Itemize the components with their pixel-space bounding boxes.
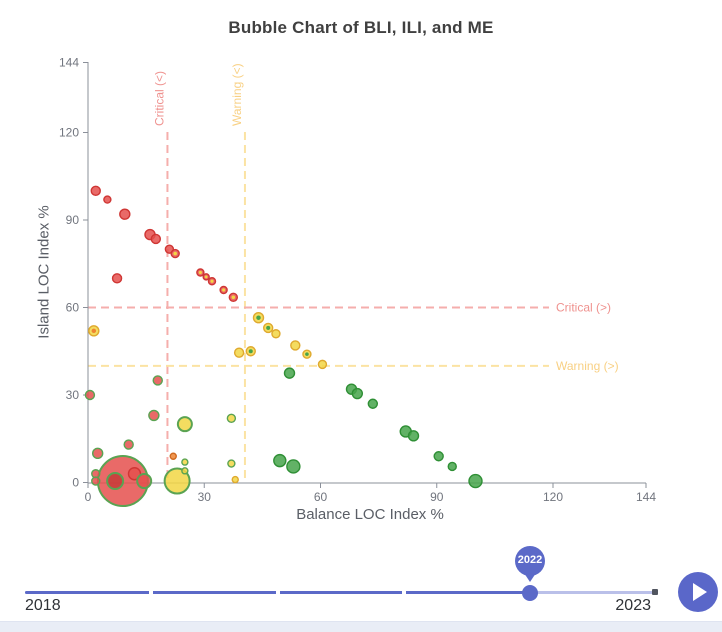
tick-label: 144 bbox=[59, 56, 79, 70]
timeline-end-label: 2023 bbox=[615, 597, 651, 614]
threshold-lines-layer: Critical (<) Warning (<) Critical (>) Warni… bbox=[88, 63, 619, 483]
bubble[interactable] bbox=[233, 347, 245, 358]
bubble[interactable] bbox=[283, 367, 296, 379]
timeline-end-marker bbox=[652, 589, 658, 595]
tick-label: 30 bbox=[66, 388, 80, 402]
bubble-center-dot bbox=[91, 328, 97, 334]
bubble[interactable] bbox=[111, 273, 123, 284]
axes-layer: 0 30 60 90 120 144 0 30 60 90 120 144 bbox=[59, 56, 656, 505]
threshold-label: Warning (<) bbox=[230, 63, 244, 126]
bubble[interactable] bbox=[123, 439, 134, 450]
tick-label: 60 bbox=[314, 490, 328, 504]
bubbles-layer bbox=[84, 185, 483, 508]
timeline-start-label: 2018 bbox=[25, 597, 61, 614]
bubble[interactable] bbox=[163, 467, 191, 495]
bubble-center-dot bbox=[231, 295, 236, 300]
bubble[interactable] bbox=[90, 185, 101, 197]
bubble[interactable] bbox=[468, 473, 483, 489]
bubble[interactable] bbox=[148, 409, 160, 422]
bubble-center-dot bbox=[266, 325, 271, 330]
timeline-year-pin[interactable]: 2022 bbox=[515, 546, 545, 576]
bubble[interactable] bbox=[227, 459, 236, 468]
timeline-segment-divider bbox=[402, 589, 406, 596]
timeline-segment-divider bbox=[276, 589, 280, 596]
bubble[interactable] bbox=[273, 453, 287, 468]
bubble-center-dot bbox=[204, 275, 208, 279]
x-axis-title: Balance LOC Index % bbox=[296, 506, 444, 523]
tick-label: 120 bbox=[59, 126, 79, 140]
bubble-center-dot bbox=[210, 279, 214, 283]
chart-title: Bubble Chart of BLI, ILI, and ME bbox=[228, 18, 494, 37]
bubble[interactable] bbox=[106, 472, 125, 491]
bubble[interactable] bbox=[91, 447, 104, 460]
timeline-segment-divider bbox=[149, 589, 153, 596]
bubble[interactable] bbox=[231, 475, 239, 484]
bubble[interactable] bbox=[367, 398, 379, 409]
bubble[interactable] bbox=[181, 467, 189, 475]
bubble[interactable] bbox=[226, 413, 237, 424]
tick-label: 144 bbox=[636, 490, 656, 504]
threshold-label: Critical (<) bbox=[152, 71, 166, 126]
bubble-center-dot bbox=[256, 315, 261, 320]
bubble[interactable] bbox=[169, 452, 177, 460]
tick-label: 0 bbox=[85, 490, 92, 504]
y-axis-title: Island LOC Index % bbox=[35, 205, 53, 339]
bubble-chart: Critical (<) Warning (<) Critical (>) Warni… bbox=[59, 56, 656, 508]
bubble[interactable] bbox=[119, 208, 131, 220]
bubble-center-dot bbox=[305, 352, 309, 356]
threshold-label: Critical (>) bbox=[556, 301, 611, 315]
bubble[interactable] bbox=[271, 329, 281, 339]
bubble[interactable] bbox=[181, 458, 189, 466]
tick-label: 0 bbox=[72, 476, 79, 490]
bubble[interactable] bbox=[176, 416, 193, 433]
bubble[interactable] bbox=[136, 473, 153, 490]
threshold-label: Warning (>) bbox=[556, 359, 619, 373]
bubble[interactable] bbox=[286, 459, 301, 474]
bubble[interactable] bbox=[407, 430, 420, 442]
tick-label: 90 bbox=[430, 490, 444, 504]
bubble-center-dot bbox=[222, 288, 226, 292]
bottom-strip bbox=[0, 621, 722, 632]
bubble[interactable] bbox=[317, 359, 328, 370]
bubble-center-dot bbox=[198, 270, 202, 275]
bubble[interactable] bbox=[351, 387, 364, 400]
bubble[interactable] bbox=[103, 195, 112, 204]
play-button[interactable] bbox=[678, 572, 718, 612]
bubble-center-dot bbox=[248, 349, 253, 354]
bubble[interactable] bbox=[91, 476, 101, 486]
tick-label: 30 bbox=[198, 490, 212, 504]
tick-label: 90 bbox=[66, 213, 80, 227]
bubble[interactable] bbox=[290, 340, 301, 351]
tick-label: 120 bbox=[543, 490, 563, 504]
bubble[interactable] bbox=[84, 389, 96, 401]
bubble[interactable] bbox=[152, 375, 163, 386]
bubble[interactable] bbox=[433, 451, 444, 462]
tick-label: 60 bbox=[66, 301, 80, 315]
bubble-center-dot bbox=[173, 251, 177, 256]
bubble[interactable] bbox=[447, 461, 457, 472]
timeline-year-pin-tail bbox=[524, 573, 536, 582]
play-icon bbox=[693, 583, 707, 601]
bubble[interactable] bbox=[150, 233, 162, 245]
timeline-slider-handle[interactable] bbox=[522, 585, 538, 601]
